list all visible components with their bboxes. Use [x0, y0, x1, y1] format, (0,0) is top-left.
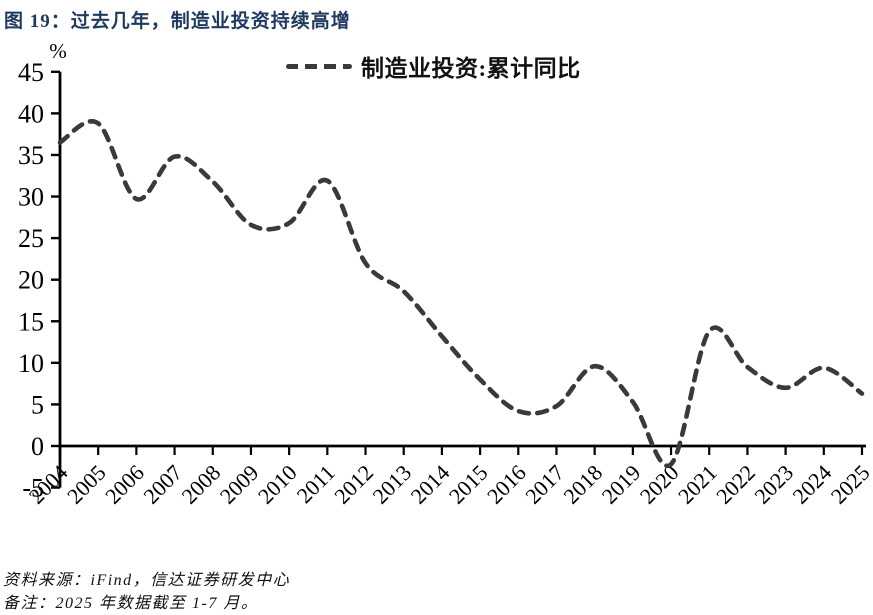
y-tick-label: 15: [18, 307, 44, 336]
y-tick-label: 5: [31, 390, 44, 419]
x-tick-label: 2017: [520, 460, 569, 509]
y-tick-label: 45: [18, 58, 44, 87]
x-tick-label: 2007: [138, 460, 187, 509]
figure-title: 图 19：过去几年，制造业投资持续高增: [4, 11, 351, 32]
y-tick-label: 25: [18, 224, 44, 253]
y-tick-label: 10: [18, 349, 44, 378]
legend-series-label: 制造业投资:累计同比: [361, 56, 581, 81]
y-tick-label: 30: [18, 183, 44, 212]
x-tick-label: 2018: [558, 460, 607, 509]
x-tick-label: 2022: [711, 460, 760, 509]
x-tick-label: 2005: [62, 460, 111, 509]
x-tick-label: 2012: [329, 460, 378, 509]
x-tick-label: 2015: [444, 460, 493, 509]
x-tick-label: 2014: [406, 460, 455, 509]
data-cutoff-note: 备注：2025 年数据截至 1-7 月。: [3, 595, 259, 612]
y-tick-label: 35: [18, 141, 44, 170]
y-tick-label: 20: [18, 266, 44, 295]
x-tick-label: 2013: [367, 460, 416, 509]
chart-legend: 制造业投资:累计同比: [286, 49, 581, 83]
dashed-line-legend-icon: [286, 63, 352, 69]
y-tick-label: 40: [18, 99, 44, 128]
x-tick-label: 2009: [215, 460, 264, 509]
line-chart-canvas: 454035302520151050-5%2004200520062007200…: [18, 39, 873, 509]
x-tick-label: 2010: [253, 460, 302, 509]
x-tick-label: 2019: [597, 460, 646, 509]
x-tick-label: 2020: [635, 460, 684, 509]
x-tick-label: 2011: [292, 460, 340, 508]
x-tick-label: 2024: [788, 460, 837, 509]
x-tick-label: 2025: [826, 460, 873, 509]
x-tick-label: 2023: [749, 460, 798, 509]
series-dashed-line: [57, 119, 865, 469]
x-tick-label: 2006: [100, 460, 149, 509]
y-axis-unit-label: %: [49, 39, 67, 63]
x-tick-label: 2021: [673, 460, 722, 509]
x-tick-label: 2008: [177, 460, 226, 509]
y-tick-label: -5: [22, 474, 44, 503]
y-tick-label: 0: [31, 432, 44, 461]
source-note: 资料来源：iFind，信达证券研发中心: [3, 572, 291, 589]
x-tick-label: 2016: [482, 460, 531, 509]
